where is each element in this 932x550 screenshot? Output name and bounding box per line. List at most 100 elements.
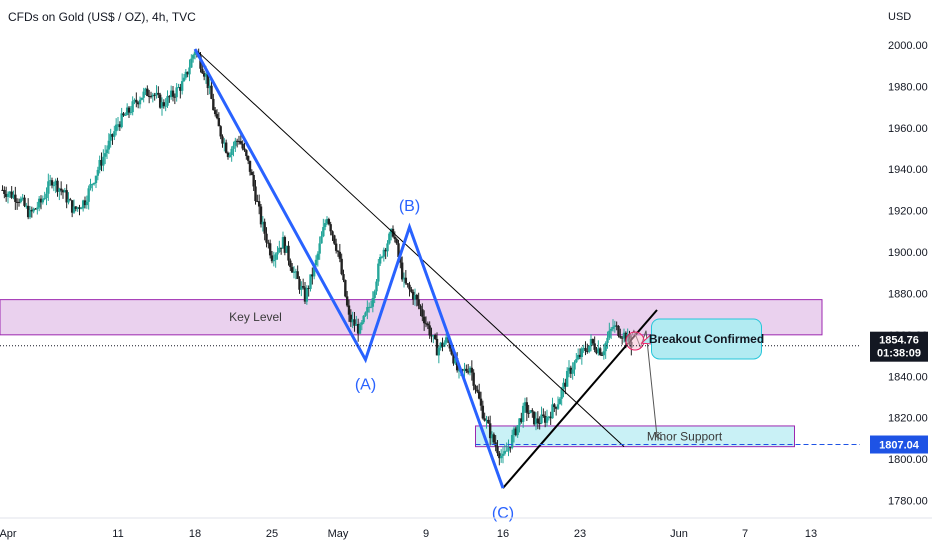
candle-body xyxy=(439,342,442,348)
candle-body xyxy=(17,201,21,203)
candle-body xyxy=(153,94,156,96)
candle-body xyxy=(221,136,224,144)
candle-body xyxy=(241,143,244,149)
x-tick-4: May xyxy=(328,528,349,540)
candle-body xyxy=(78,207,81,209)
candle-body xyxy=(158,94,162,108)
candle-body xyxy=(600,354,604,356)
candle-body xyxy=(23,197,26,206)
candle-body xyxy=(375,281,378,292)
y-tick-0: 2000.00 xyxy=(888,40,928,52)
x-tick-9: 7 xyxy=(742,528,748,540)
zone-label-1: Minor Support xyxy=(647,429,723,443)
candle-body xyxy=(109,134,112,141)
candle-body xyxy=(367,306,371,308)
candle-body xyxy=(243,148,246,151)
candle-body xyxy=(578,354,582,357)
candle-body xyxy=(102,156,105,166)
candle-body xyxy=(61,190,65,193)
candle-body xyxy=(492,434,496,443)
candle-body xyxy=(250,171,254,176)
candle-body xyxy=(602,351,606,356)
candle-body xyxy=(294,271,298,273)
candle-body xyxy=(278,247,281,253)
candle-body xyxy=(224,142,228,153)
candle-body xyxy=(56,180,59,192)
candle-body xyxy=(127,107,131,113)
candle-body xyxy=(516,425,519,436)
candle-body xyxy=(252,175,255,187)
candle-body xyxy=(437,347,441,356)
candle-body xyxy=(307,288,310,290)
candle-body xyxy=(556,404,560,409)
candle-body xyxy=(193,51,197,56)
candle-body xyxy=(360,322,364,325)
candle-body xyxy=(124,114,127,116)
candle-body xyxy=(85,201,89,206)
candle-body xyxy=(452,354,455,364)
candle-body xyxy=(620,337,624,339)
candle-body xyxy=(52,185,56,187)
candle-body xyxy=(179,87,182,91)
candle-body xyxy=(45,193,48,198)
x-tick-7: 23 xyxy=(574,528,586,540)
candle-body xyxy=(63,190,67,193)
candle-body xyxy=(366,307,369,313)
candle-body xyxy=(272,259,276,262)
candle-body xyxy=(545,417,549,423)
candle-body xyxy=(107,140,111,150)
currency-label: USD xyxy=(888,11,911,23)
candle-body xyxy=(498,453,501,459)
candle-body xyxy=(465,368,468,372)
candle-body xyxy=(19,198,23,203)
candle-body xyxy=(358,324,362,334)
breakout-circle xyxy=(625,331,645,351)
drawings-layer xyxy=(0,48,860,489)
candle-body xyxy=(399,257,402,263)
candle-body xyxy=(499,455,503,459)
candle-body xyxy=(215,114,219,119)
candle-body xyxy=(364,312,367,316)
candle-body xyxy=(4,193,8,197)
candle-body xyxy=(595,349,598,354)
candle-body xyxy=(219,126,222,137)
candle-body xyxy=(105,149,109,154)
candle-body xyxy=(43,197,46,200)
candles-layer xyxy=(1,48,633,466)
candle-body xyxy=(213,110,217,115)
candle-body xyxy=(604,342,607,352)
candle-body xyxy=(234,140,237,146)
support-price-value: 1807.04 xyxy=(879,440,920,452)
candle-body xyxy=(573,362,576,370)
candle-body xyxy=(285,245,288,253)
candle-body xyxy=(476,389,479,392)
candle-body xyxy=(58,188,61,192)
candle-body xyxy=(177,87,180,89)
candle-body xyxy=(336,250,340,252)
candle-body xyxy=(12,194,15,198)
candle-body xyxy=(582,348,585,350)
candle-body xyxy=(94,175,98,183)
candle-body xyxy=(36,207,39,210)
candle-body xyxy=(514,428,518,436)
candle-body xyxy=(74,206,78,209)
candle-body xyxy=(496,446,499,454)
candle-body xyxy=(283,237,287,253)
candle-body xyxy=(543,416,547,423)
candle-body xyxy=(591,339,595,344)
candle-body xyxy=(432,334,435,337)
candle-body xyxy=(331,231,334,236)
x-tick-2: 18 xyxy=(189,528,201,540)
candle-body xyxy=(173,96,177,98)
candle-body xyxy=(261,221,265,225)
support-price-tag xyxy=(870,435,928,454)
candle-body xyxy=(37,198,41,208)
candle-body xyxy=(50,180,54,186)
candle-body xyxy=(91,184,94,186)
candle-body xyxy=(245,150,248,156)
candle-body xyxy=(206,73,210,89)
candle-body xyxy=(212,98,215,111)
candle-body xyxy=(527,412,530,414)
candle-body xyxy=(512,428,516,436)
